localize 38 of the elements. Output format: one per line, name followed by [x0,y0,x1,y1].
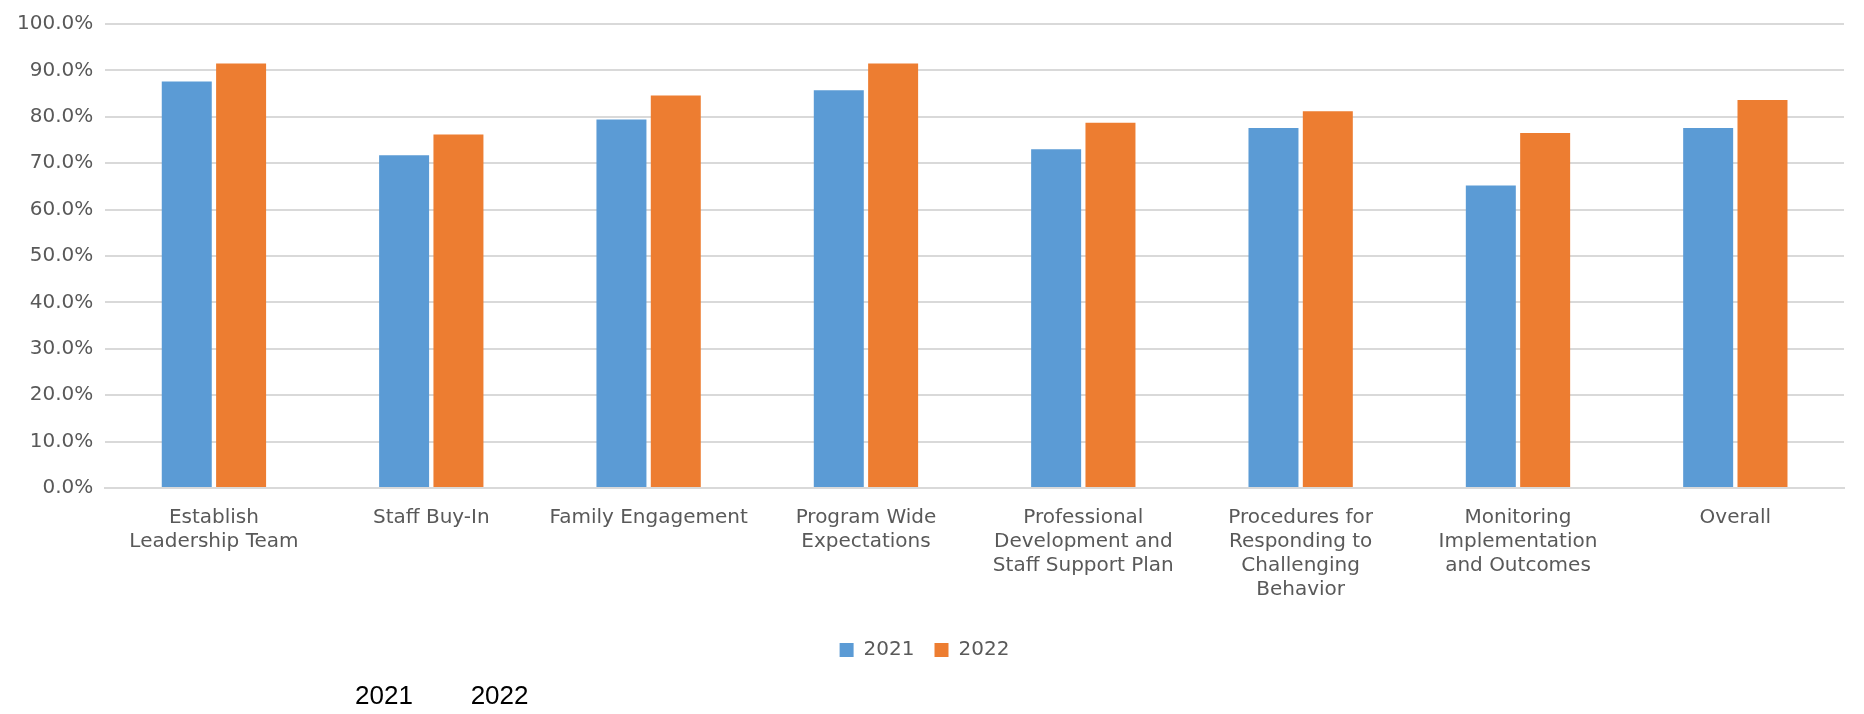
y-tick-label: 50.0% [29,242,94,267]
x-tick-label: Establish Leadership Team [129,504,299,553]
bar [1031,149,1082,487]
y-tick-label: 60.0% [29,195,94,220]
y-tick-label: 30.0% [29,335,94,359]
y-tick-label: 20.0% [29,381,94,406]
bar [433,134,484,487]
bar [1737,100,1788,487]
y-tick-label: 80.0% [29,103,94,127]
bar [1085,122,1136,487]
bar [1302,111,1353,487]
x-tick-label: Monitoring Implementation and Outcomes [1438,504,1598,577]
y-tick-label: 70.0% [29,149,94,174]
bar [216,63,267,487]
legend-label: 2021 [863,636,915,661]
x-tick-label: Program Wide Expectations [795,504,937,553]
bar [1520,133,1571,487]
legend-label: 2022 [958,636,1010,661]
bar [161,81,212,487]
bar [1465,185,1516,487]
y-tick-label: 40.0% [29,288,94,313]
y-tick-label: 0.0% [42,474,94,499]
x-tick-label: Staff Buy-In [372,504,490,529]
bar [1683,127,1734,487]
x-tick-label: Professional Development and Staff Support Plan [992,504,1174,577]
x-tick-label: Procedures for Responding to Challenging Behavior [1228,504,1374,601]
x-tick-label: Family Engagement [549,504,748,529]
bar [1248,127,1299,487]
bar [650,95,701,487]
text: 2021 2022 [355,680,529,711]
y-tick-label: 10.0% [29,427,94,452]
bar [596,119,647,487]
y-tick-label: 90.0% [29,56,94,81]
bar [813,90,864,487]
bar [379,155,430,487]
bar [868,63,919,487]
x-tick-label: Overall [1699,504,1772,529]
y-tick-label: 100.0% [16,10,94,35]
